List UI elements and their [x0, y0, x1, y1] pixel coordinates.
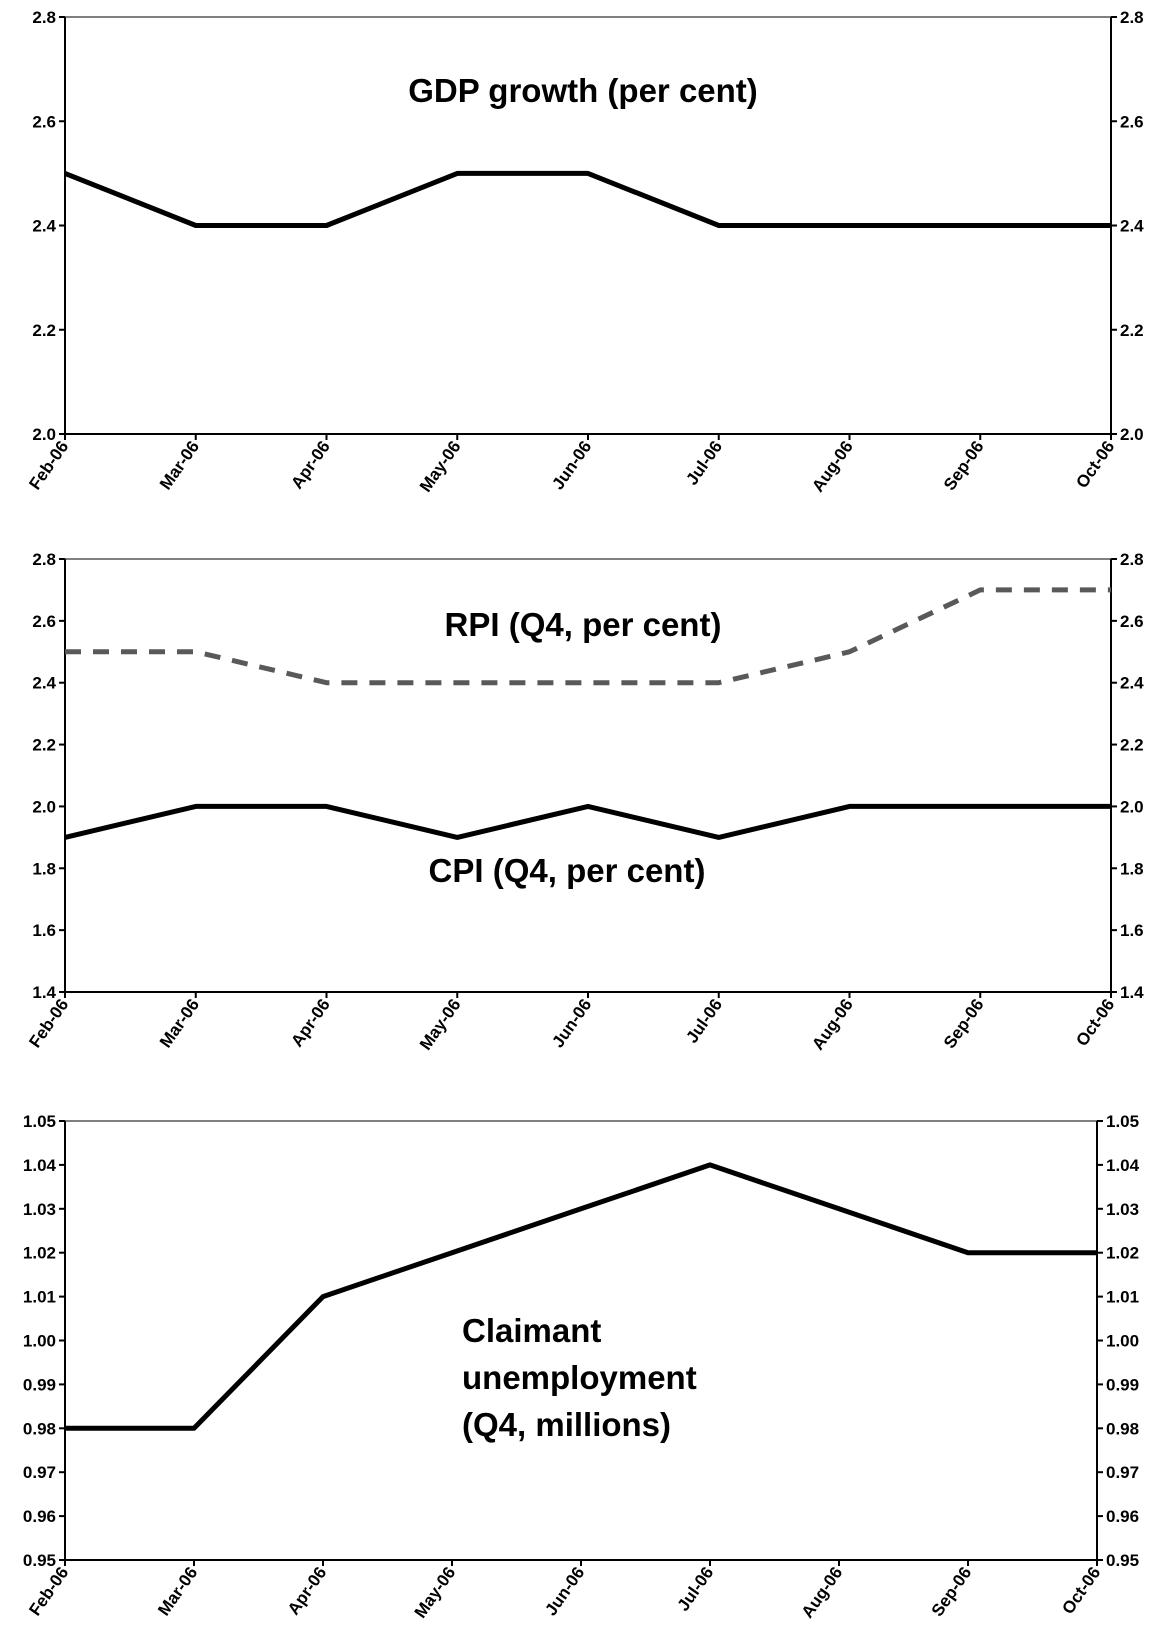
y-tick-label-right: 2.0	[1120, 797, 1144, 816]
y-tick-label-left: 1.4	[32, 983, 56, 1002]
y-tick-label-right: 2.0	[1120, 425, 1144, 444]
chart-panel-1: 2.0 2.0 2.2 2.2 2.4 2.4 2.6 2.6 2.8 2.8 Feb-06 Mar-…	[25, 8, 1144, 496]
x-tick-label: Sep-06	[940, 995, 988, 1052]
x-tick-label: Oct-06	[1072, 437, 1118, 491]
y-tick-label-right: 2.8	[1120, 550, 1144, 569]
y-tick-label-left: 2.2	[32, 736, 56, 755]
y-tick-label-left: 2.0	[32, 425, 56, 444]
x-tick-label: May-06	[416, 995, 465, 1053]
x-tick-label: Mar-06	[156, 437, 203, 493]
series-line-1	[65, 1162, 1097, 1431]
y-tick-label-left: 2.8	[32, 550, 56, 569]
y-tick-label-left: 1.05	[23, 1112, 56, 1131]
y-tick-label-left: 2.0	[32, 797, 56, 816]
x-tick-label: Jun-06	[548, 995, 595, 1051]
y-tick-label-left: 2.4	[32, 674, 56, 693]
series-line-2	[64, 803, 1111, 840]
x-tick-label: Aug-06	[798, 1563, 847, 1621]
y-tick-label-right: 1.03	[1106, 1200, 1139, 1219]
chart-panel-2: 1.4 1.4 1.6 1.6 1.8 1.8 2.0 2.0 2.2 2.2 2.4 2.4 2.6 2…	[25, 550, 1144, 1054]
x-tick-label: Apr-06	[287, 437, 333, 492]
y-tick-label-right: 1.04	[1106, 1156, 1140, 1175]
y-tick-label-right: 2.2	[1120, 736, 1144, 755]
x-tick-label: Jul-06	[682, 437, 726, 488]
y-tick-label-right: 1.6	[1120, 921, 1144, 940]
chart-annotation: (Q4, millions)	[462, 1406, 671, 1443]
x-tick-label: Oct-06	[1058, 1563, 1104, 1617]
y-tick-label-right: 0.98	[1106, 1419, 1139, 1438]
x-tick-label: Feb-06	[25, 995, 72, 1051]
series-line-1	[65, 587, 1111, 686]
y-tick-label-right: 2.4	[1120, 217, 1144, 236]
y-tick-label-right: 1.02	[1106, 1244, 1139, 1263]
y-tick-label-left: 2.2	[32, 321, 56, 340]
y-tick-label-left: 0.98	[23, 1419, 56, 1438]
y-tick-label-left: 1.00	[23, 1332, 56, 1351]
chart-annotation: GDP growth (per cent)	[408, 72, 758, 109]
chart-panel-3: 0.95 0.95 0.96 0.96 0.97 0.97 0.98 0.98 0.99 0.99…	[23, 1112, 1140, 1622]
y-tick-label-left: 1.04	[23, 1156, 57, 1175]
y-tick-label-left: 1.02	[23, 1244, 56, 1263]
y-tick-label-right: 0.97	[1106, 1463, 1139, 1482]
y-tick-label-left: 0.97	[23, 1463, 56, 1482]
y-tick-label-right: 2.8	[1120, 8, 1144, 27]
y-tick-label-right: 0.96	[1106, 1507, 1139, 1526]
x-tick-label: Mar-06	[156, 995, 203, 1051]
y-tick-label-right: 2.2	[1120, 321, 1144, 340]
y-tick-label-right: 1.4	[1120, 983, 1144, 1002]
x-tick-label: Feb-06	[25, 437, 72, 493]
x-tick-label: Apr-06	[284, 1563, 330, 1618]
chart-annotation: unemployment	[462, 1359, 697, 1396]
chart-annotation: Claimant	[462, 1312, 601, 1349]
x-tick-label: Jul-06	[674, 1563, 718, 1614]
y-tick-label-right: 1.01	[1106, 1288, 1139, 1307]
x-tick-label: May-06	[411, 1563, 460, 1621]
y-tick-label-left: 0.99	[23, 1375, 56, 1394]
y-tick-label-left: 1.03	[23, 1200, 56, 1219]
x-tick-label: Jun-06	[541, 1563, 588, 1619]
x-tick-label: Oct-06	[1072, 995, 1118, 1049]
x-tick-label: Aug-06	[808, 995, 857, 1053]
y-tick-label-right: 2.6	[1120, 112, 1144, 131]
x-tick-label: Sep-06	[940, 437, 988, 494]
y-tick-label-right: 1.05	[1106, 1112, 1139, 1131]
y-tick-label-right: 1.8	[1120, 859, 1144, 878]
y-tick-label-left: 0.96	[23, 1507, 56, 1526]
x-tick-label: Mar-06	[154, 1563, 201, 1619]
y-tick-label-left: 1.6	[32, 921, 56, 940]
x-tick-label: Jun-06	[548, 437, 595, 493]
y-tick-label-left: 2.6	[32, 612, 56, 631]
y-tick-label-right: 1.00	[1106, 1332, 1139, 1351]
y-tick-label-left: 1.01	[23, 1288, 56, 1307]
y-tick-label-right: 0.99	[1106, 1375, 1139, 1394]
y-tick-label-right: 2.4	[1120, 674, 1144, 693]
y-tick-label-left: 1.8	[32, 859, 56, 878]
y-tick-label-left: 2.8	[32, 8, 56, 27]
y-tick-label-left: 2.4	[32, 217, 56, 236]
x-tick-label: Feb-06	[25, 1563, 72, 1619]
y-tick-label-right: 0.95	[1106, 1551, 1139, 1570]
y-tick-label-left: 0.95	[23, 1551, 56, 1570]
x-tick-label: Sep-06	[928, 1563, 976, 1620]
chart-annotation: RPI (Q4, per cent)	[445, 606, 722, 643]
x-tick-label: May-06	[416, 437, 465, 495]
x-tick-label: Aug-06	[808, 437, 857, 495]
x-tick-label: Apr-06	[287, 995, 333, 1050]
series-line-1	[64, 170, 1111, 228]
x-tick-label: Jul-06	[682, 995, 726, 1046]
y-tick-label-left: 2.6	[32, 112, 56, 131]
chart-annotation: CPI (Q4, per cent)	[429, 852, 706, 889]
y-tick-label-right: 2.6	[1120, 612, 1144, 631]
